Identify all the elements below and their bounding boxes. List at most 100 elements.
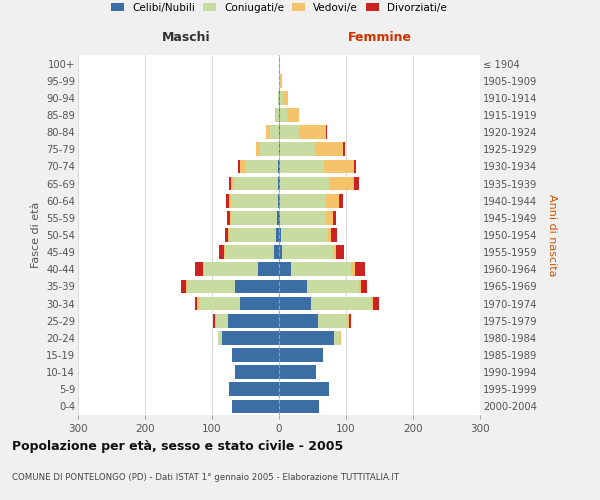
Bar (279, 382, 329, 396)
Bar (279, 348, 323, 362)
Bar (279, 296, 311, 310)
Bar (275, 108, 277, 122)
Bar (280, 126, 299, 139)
Bar (279, 74, 280, 88)
Bar (326, 126, 327, 139)
Bar (291, 262, 352, 276)
Bar (240, 296, 279, 310)
Bar (225, 228, 228, 242)
Bar (280, 108, 287, 122)
Bar (260, 142, 279, 156)
Bar (228, 314, 279, 328)
Bar (326, 194, 340, 207)
Bar (257, 262, 279, 276)
Bar (226, 194, 229, 207)
Bar (359, 280, 361, 293)
Bar (228, 228, 229, 242)
Bar (229, 176, 231, 190)
Bar (194, 296, 197, 310)
Bar (232, 348, 279, 362)
Bar (354, 160, 356, 173)
Bar (307, 280, 359, 293)
Bar (347, 314, 349, 328)
Bar (238, 160, 240, 173)
Bar (278, 160, 279, 173)
Bar (240, 160, 245, 173)
Bar (277, 228, 279, 242)
Bar (361, 280, 367, 293)
Bar (371, 296, 373, 310)
Bar (218, 246, 224, 259)
Bar (232, 211, 277, 224)
Bar (279, 246, 283, 259)
Bar (229, 228, 277, 242)
Bar (203, 262, 204, 276)
Bar (227, 211, 230, 224)
Bar (256, 142, 260, 156)
Y-axis label: Fasce di età: Fasce di età (31, 202, 41, 268)
Y-axis label: Anni di nascita: Anni di nascita (547, 194, 557, 276)
Bar (334, 331, 340, 344)
Bar (280, 142, 315, 156)
Bar (204, 262, 257, 276)
Text: Maschi: Maschi (162, 31, 211, 44)
Bar (355, 262, 365, 276)
Bar (352, 262, 355, 276)
Bar (279, 91, 280, 104)
Text: Femmine: Femmine (347, 31, 412, 44)
Bar (328, 228, 331, 242)
Bar (280, 160, 324, 173)
Bar (224, 246, 226, 259)
Bar (226, 246, 274, 259)
Bar (194, 262, 203, 276)
Bar (279, 126, 280, 139)
Bar (329, 176, 354, 190)
Bar (299, 126, 326, 139)
Bar (274, 246, 279, 259)
Bar (280, 211, 326, 224)
Bar (311, 296, 371, 310)
Bar (186, 280, 187, 293)
Bar (279, 142, 280, 156)
Legend: Celibi/Nubili, Coniugati/e, Vedovi/e, Divorziati/e: Celibi/Nubili, Coniugati/e, Vedovi/e, Di… (111, 2, 447, 12)
Bar (187, 280, 235, 293)
Bar (279, 280, 307, 293)
Bar (235, 280, 279, 293)
Bar (278, 176, 279, 190)
Bar (269, 126, 279, 139)
Bar (279, 314, 318, 328)
Bar (277, 211, 279, 224)
Bar (231, 176, 234, 190)
Bar (287, 108, 299, 122)
Bar (354, 176, 359, 190)
Bar (279, 331, 334, 344)
Bar (231, 194, 278, 207)
Bar (232, 400, 279, 413)
Bar (315, 142, 343, 156)
Bar (283, 246, 332, 259)
Bar (318, 314, 347, 328)
Bar (279, 211, 280, 224)
Bar (235, 366, 279, 379)
Bar (278, 194, 279, 207)
Bar (214, 314, 215, 328)
Bar (216, 314, 228, 328)
Bar (340, 331, 341, 344)
Bar (280, 194, 326, 207)
Bar (279, 262, 291, 276)
Bar (332, 246, 336, 259)
Bar (324, 160, 354, 173)
Text: Popolazione per età, sesso e stato civile - 2005: Popolazione per età, sesso e stato civil… (12, 440, 343, 453)
Bar (326, 211, 332, 224)
Bar (279, 228, 281, 242)
Bar (373, 296, 379, 310)
Bar (218, 331, 222, 344)
Bar (279, 160, 280, 173)
Bar (280, 91, 283, 104)
Bar (332, 211, 336, 224)
Bar (277, 108, 279, 122)
Bar (234, 176, 278, 190)
Text: COMUNE DI PONTELONGO (PD) - Dati ISTAT 1° gennaio 2005 - Elaborazione TUTTITALIA: COMUNE DI PONTELONGO (PD) - Dati ISTAT 1… (12, 473, 399, 482)
Bar (279, 194, 280, 207)
Bar (229, 194, 231, 207)
